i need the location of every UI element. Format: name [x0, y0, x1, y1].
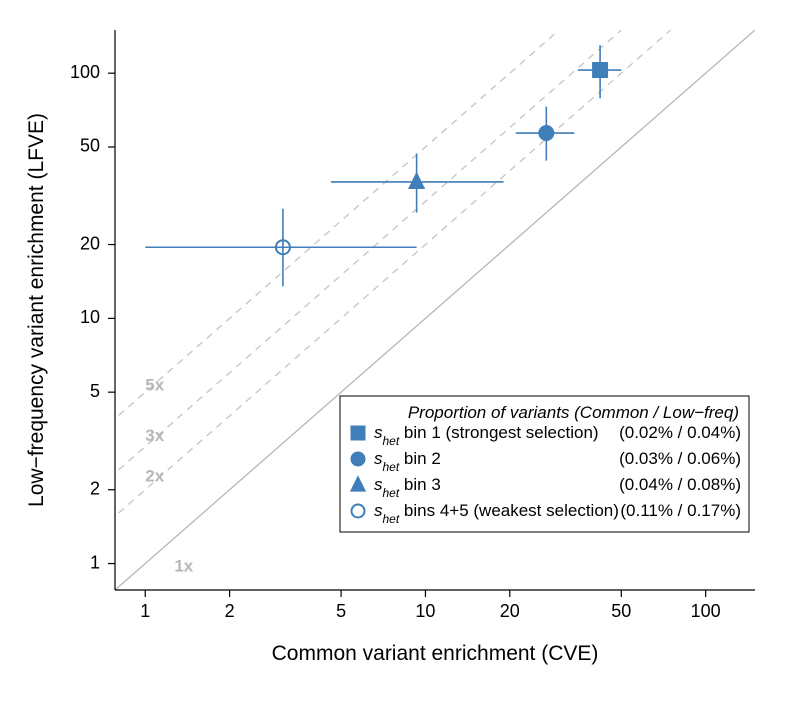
chart-svg: 1x 2x 3x 5x 1 2 5 10 20 50 100 1 2 5 10 20 50 100 Common v…	[0, 0, 800, 721]
x-axis-label: Common variant enrichment (CVE)	[272, 642, 599, 665]
svg-text:100: 100	[70, 62, 100, 82]
svg-text:5x: 5x	[145, 375, 164, 394]
svg-text:5: 5	[336, 601, 346, 621]
svg-text:1x: 1x	[174, 556, 193, 575]
svg-text:100: 100	[691, 601, 721, 621]
svg-text:50: 50	[80, 136, 100, 156]
svg-text:10: 10	[80, 307, 100, 327]
svg-text:1: 1	[140, 601, 150, 621]
legend-item-prop: (0.04% / 0.08%)	[619, 475, 741, 494]
svg-text:20: 20	[80, 233, 100, 253]
y-axis-label: Low−frequency variant enrichment (LFVE)	[25, 113, 48, 507]
svg-text:20: 20	[500, 601, 520, 621]
svg-text:2: 2	[90, 478, 100, 498]
svg-text:3x: 3x	[145, 426, 164, 445]
svg-text:5: 5	[90, 381, 100, 401]
svg-text:2: 2	[225, 601, 235, 621]
svg-text:1: 1	[90, 552, 100, 572]
legend-item-prop: (0.11% / 0.17%)	[620, 501, 741, 520]
svg-text:50: 50	[611, 601, 631, 621]
legend-title: Proportion of variants (Common / Low−fre…	[408, 403, 739, 422]
svg-text:10: 10	[415, 601, 435, 621]
legend-item-prop: (0.03% / 0.06%)	[619, 449, 741, 468]
legend-item-prop: (0.02% / 0.04%)	[619, 423, 741, 442]
scatter-chart: 1x 2x 3x 5x 1 2 5 10 20 50 100 1 2 5 10 20 50 100 Common v…	[0, 0, 800, 721]
svg-text:2x: 2x	[145, 467, 164, 486]
